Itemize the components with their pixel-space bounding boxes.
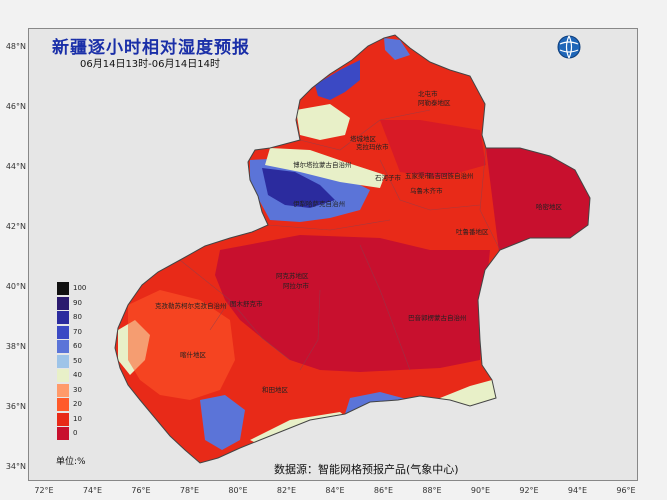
- region-very-dry-east: [486, 148, 590, 260]
- y-tick-label: 46°N: [5, 102, 26, 111]
- y-tick-label: 40°N: [5, 282, 26, 291]
- legend-swatch: [57, 340, 69, 353]
- region-humid-altai: [315, 60, 360, 100]
- region-pale-tarbagatai: [296, 104, 350, 140]
- legend-label: 80: [73, 313, 82, 321]
- region-humid-ili-core: [262, 168, 335, 208]
- place-label: 克拉玛依市: [356, 143, 389, 151]
- x-tick-label: 78°E: [179, 486, 200, 495]
- y-tick-label: 36°N: [5, 402, 26, 411]
- x-tick-label: 80°E: [228, 486, 248, 495]
- place-label: 博尔塔拉蒙古自治州: [293, 161, 352, 169]
- x-tick-label: 88°E: [422, 486, 442, 495]
- place-label: 克孜勒苏柯尔克孜自治州: [155, 302, 227, 310]
- legend-label: 0: [73, 429, 78, 437]
- place-label: 乌鲁木齐市: [410, 187, 443, 195]
- region-humid-karakoram: [200, 395, 245, 450]
- legend-label: 40: [73, 371, 82, 379]
- x-tick-label: 82°E: [276, 486, 297, 495]
- y-tick-label: 38°N: [5, 342, 26, 351]
- x-tick-label: 86°E: [373, 486, 394, 495]
- place-label: 北屯市: [418, 90, 438, 98]
- place-label: 阿勒泰地区: [418, 99, 451, 107]
- x-tick-label: 92°E: [519, 486, 539, 495]
- legend-label: 20: [73, 400, 82, 408]
- y-tick-label: 34°N: [5, 462, 26, 471]
- legend-label: 10: [73, 414, 82, 423]
- place-label: 五家渠市: [405, 172, 431, 180]
- place-label: 和田地区: [262, 386, 288, 394]
- region-very-dry-north: [380, 120, 486, 178]
- x-tick-label: 76°E: [131, 486, 151, 495]
- legend-label: 70: [73, 327, 82, 336]
- data-source: 数据源：智能网格预报产品(气象中心): [274, 463, 459, 476]
- y-tick-label: 48°N: [5, 42, 26, 51]
- y-tick-label: 44°N: [5, 162, 26, 171]
- place-label: 吐鲁番地区: [456, 228, 489, 236]
- region-pale-kunlun-e: [440, 380, 496, 406]
- x-tick-label: 74°E: [82, 486, 103, 495]
- region-orange-west: [128, 290, 235, 400]
- legend-swatch: [57, 282, 69, 295]
- legend-label: 90: [73, 298, 82, 307]
- legend-swatch: [57, 296, 69, 310]
- place-label: 昌吉回族自治州: [428, 172, 474, 180]
- y-tick-label: 42°N: [5, 222, 26, 231]
- legend-swatch: [57, 354, 69, 368]
- legend-swatch: [57, 412, 69, 426]
- place-label: 伊犁哈萨克自治州: [293, 200, 345, 208]
- region-humid-altai-n: [384, 38, 410, 60]
- legend-swatch: [57, 398, 69, 411]
- legend-swatch: [57, 325, 69, 339]
- legend-label: 60: [73, 342, 82, 350]
- globe-grid-icon: [556, 34, 582, 64]
- map-title: 新疆逐小时相对湿度预报: [52, 38, 250, 58]
- legend-swatch: [57, 311, 69, 324]
- x-tick-label: 90°E: [470, 486, 491, 495]
- region-pale-tianshan: [265, 148, 385, 188]
- legend-swatch: [57, 369, 69, 382]
- x-tick-label: 84°E: [325, 486, 345, 495]
- place-label: 图木舒克市: [230, 300, 263, 308]
- legend-swatch: [57, 427, 69, 440]
- legend-label: 100: [73, 284, 87, 292]
- x-tick-label: 96°E: [616, 486, 636, 495]
- place-label: 阿拉尔市: [283, 282, 309, 290]
- place-label: 阿克苏地区: [276, 272, 309, 280]
- x-tick-label: 94°E: [567, 486, 588, 495]
- region-very-dry-basin: [215, 235, 490, 372]
- legend-unit: 单位:%: [56, 457, 86, 467]
- legend-label: 50: [73, 356, 82, 365]
- place-label: 塔城地区: [350, 135, 376, 143]
- place-label: 石河子市: [375, 174, 401, 182]
- place-label: 哈密地区: [536, 203, 562, 211]
- place-label: 巴音郭楞蒙古自治州: [408, 314, 467, 322]
- map-subtitle: 06月14日13时-06月14日14时: [80, 59, 220, 70]
- prefecture-boundaries: [179, 109, 501, 371]
- x-tick-label: 72°E: [34, 486, 54, 495]
- place-label: 喀什地区: [180, 351, 206, 359]
- legend-label: 30: [73, 385, 82, 394]
- legend-swatch: [57, 383, 69, 397]
